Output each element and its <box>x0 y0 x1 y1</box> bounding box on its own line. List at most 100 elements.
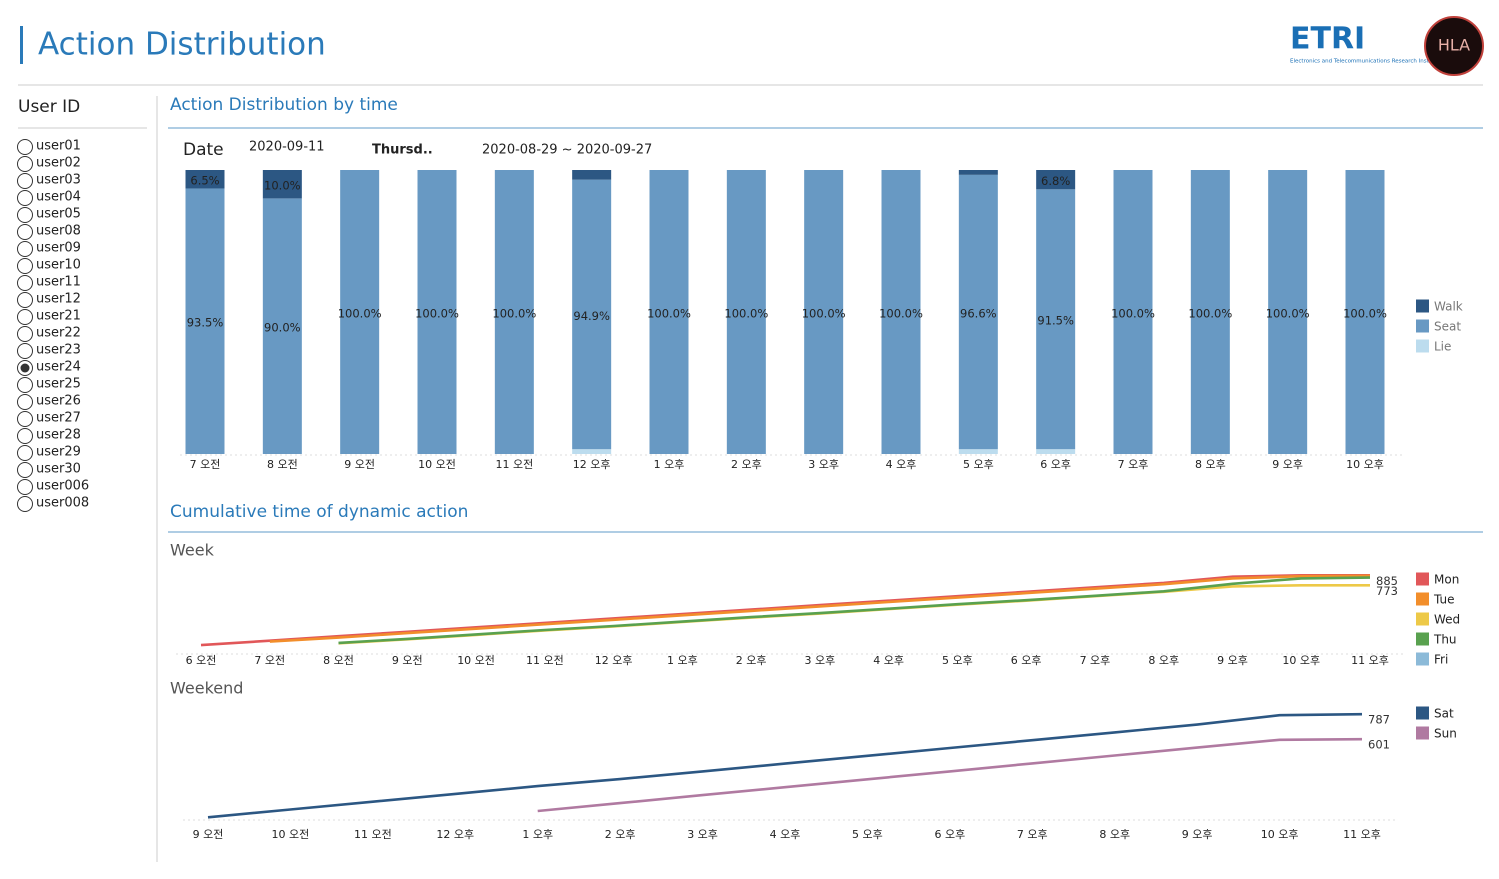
user-option[interactable]: user25 <box>36 377 81 392</box>
legend-swatch <box>1416 319 1429 333</box>
filter-date[interactable]: 2020-09-11 <box>249 140 325 155</box>
user-option[interactable]: user26 <box>36 394 81 409</box>
logo-subtitle: Electronics and Telecommunications Resea… <box>1290 59 1442 65</box>
user-radio[interactable] <box>17 207 33 223</box>
x-tick-label: 11 오후 <box>1351 654 1389 667</box>
bar-segment <box>1345 170 1385 454</box>
user-radio[interactable] <box>17 377 33 393</box>
user-option[interactable]: user12 <box>36 292 81 307</box>
bar-segment <box>1113 170 1153 454</box>
legend-label: Tue <box>1433 593 1455 607</box>
legend-swatch <box>1416 632 1429 646</box>
user-option[interactable]: user09 <box>36 241 81 256</box>
user-radio[interactable] <box>17 496 33 512</box>
section-title: Action Distribution by time <box>170 95 398 115</box>
data-label: 100.0% <box>415 307 459 321</box>
user-option[interactable]: user08 <box>36 224 81 239</box>
user-radio[interactable] <box>17 156 33 172</box>
x-tick-label: 10 오전 <box>418 458 456 471</box>
x-tick-label: 12 오후 <box>573 458 611 471</box>
user-radio[interactable] <box>17 411 33 427</box>
user-option[interactable]: user05 <box>36 207 81 222</box>
legend-swatch <box>1416 706 1429 720</box>
x-tick-label: 1 오후 <box>667 654 698 667</box>
user-radio[interactable] <box>17 343 33 359</box>
user-radio[interactable] <box>17 428 33 444</box>
user-option[interactable]: user30 <box>36 462 81 477</box>
user-option[interactable]: user10 <box>36 258 81 273</box>
x-tick-label: 12 오후 <box>436 828 474 841</box>
end-label: 787 <box>1368 713 1390 727</box>
data-label: 94.9% <box>573 309 610 323</box>
user-option[interactable]: user006 <box>36 479 89 494</box>
user-radio[interactable] <box>17 224 33 240</box>
chart-title: Week <box>170 541 215 560</box>
user-option[interactable]: user27 <box>36 411 81 426</box>
data-label: 100.0% <box>338 307 382 321</box>
user-radio[interactable] <box>17 326 33 342</box>
x-tick-label: 8 오후 <box>1148 654 1179 667</box>
user-option[interactable]: user24 <box>36 360 81 375</box>
user-radio-dot <box>20 363 30 373</box>
x-tick-label: 8 오후 <box>1099 828 1130 841</box>
user-option[interactable]: user23 <box>36 343 81 358</box>
user-radio[interactable] <box>17 394 33 410</box>
user-option[interactable]: user03 <box>36 173 81 188</box>
user-option[interactable]: user21 <box>36 309 81 324</box>
logo-hla-text: HLA <box>1438 36 1470 55</box>
user-radio[interactable] <box>17 445 33 461</box>
filter-range[interactable]: 2020-08-29 ~ 2020-09-27 <box>482 143 652 158</box>
user-radio[interactable] <box>17 275 33 291</box>
end-label: 601 <box>1368 738 1390 752</box>
x-tick-label: 3 오후 <box>687 828 718 841</box>
user-radio[interactable] <box>17 173 33 189</box>
x-tick-label: 6 오전 <box>186 654 217 667</box>
bar-segment <box>572 179 612 450</box>
user-option[interactable]: user29 <box>36 445 81 460</box>
user-radio[interactable] <box>17 292 33 308</box>
user-option[interactable]: user28 <box>36 428 81 443</box>
data-label: 6.5% <box>190 174 219 188</box>
x-tick-label: 9 오후 <box>1182 828 1213 841</box>
user-option[interactable]: user22 <box>36 326 81 341</box>
user-radio[interactable] <box>17 190 33 206</box>
x-tick-label: 8 오전 <box>267 458 298 471</box>
x-tick-label: 2 오후 <box>605 828 636 841</box>
series-line <box>338 576 1371 645</box>
user-option[interactable]: user01 <box>36 139 81 154</box>
user-option[interactable]: user04 <box>36 190 81 205</box>
data-label: 90.0% <box>264 321 301 335</box>
x-tick-label: 6 오후 <box>1040 458 1071 471</box>
user-radio[interactable] <box>17 139 33 155</box>
legend-label: Lie <box>1434 340 1451 354</box>
bar-segment <box>958 170 998 175</box>
legend-label: Walk <box>1434 300 1463 314</box>
user-radio[interactable] <box>17 479 33 495</box>
user-option[interactable]: user02 <box>36 156 81 171</box>
user-radio[interactable] <box>17 258 33 274</box>
user-option[interactable]: user11 <box>36 275 81 290</box>
bar-segment <box>649 170 689 454</box>
legend-swatch <box>1416 299 1429 313</box>
x-tick-label: 1 오후 <box>654 458 685 471</box>
x-tick-label: 10 오전 <box>457 654 495 667</box>
x-tick-label: 4 오후 <box>873 654 904 667</box>
series-line <box>207 712 1363 819</box>
filter-weekday[interactable]: Thursd.. <box>372 143 433 158</box>
data-label: 100.0% <box>1266 307 1310 321</box>
legend-label: Wed <box>1434 613 1460 627</box>
user-radio[interactable] <box>17 462 33 478</box>
x-tick-label: 6 오후 <box>934 828 965 841</box>
legend-label: Mon <box>1434 573 1459 587</box>
x-tick-label: 5 오후 <box>852 828 883 841</box>
bar-segment <box>958 174 998 450</box>
legend-swatch <box>1416 339 1429 353</box>
logo-etri: ETRI <box>1290 22 1365 57</box>
x-tick-label: 7 오후 <box>1080 654 1111 667</box>
bar-segment <box>417 170 457 454</box>
user-radio[interactable] <box>17 309 33 325</box>
data-label: 93.5% <box>187 316 224 330</box>
x-tick-label: 8 오전 <box>323 654 354 667</box>
user-option[interactable]: user008 <box>36 496 89 511</box>
user-radio[interactable] <box>17 241 33 257</box>
